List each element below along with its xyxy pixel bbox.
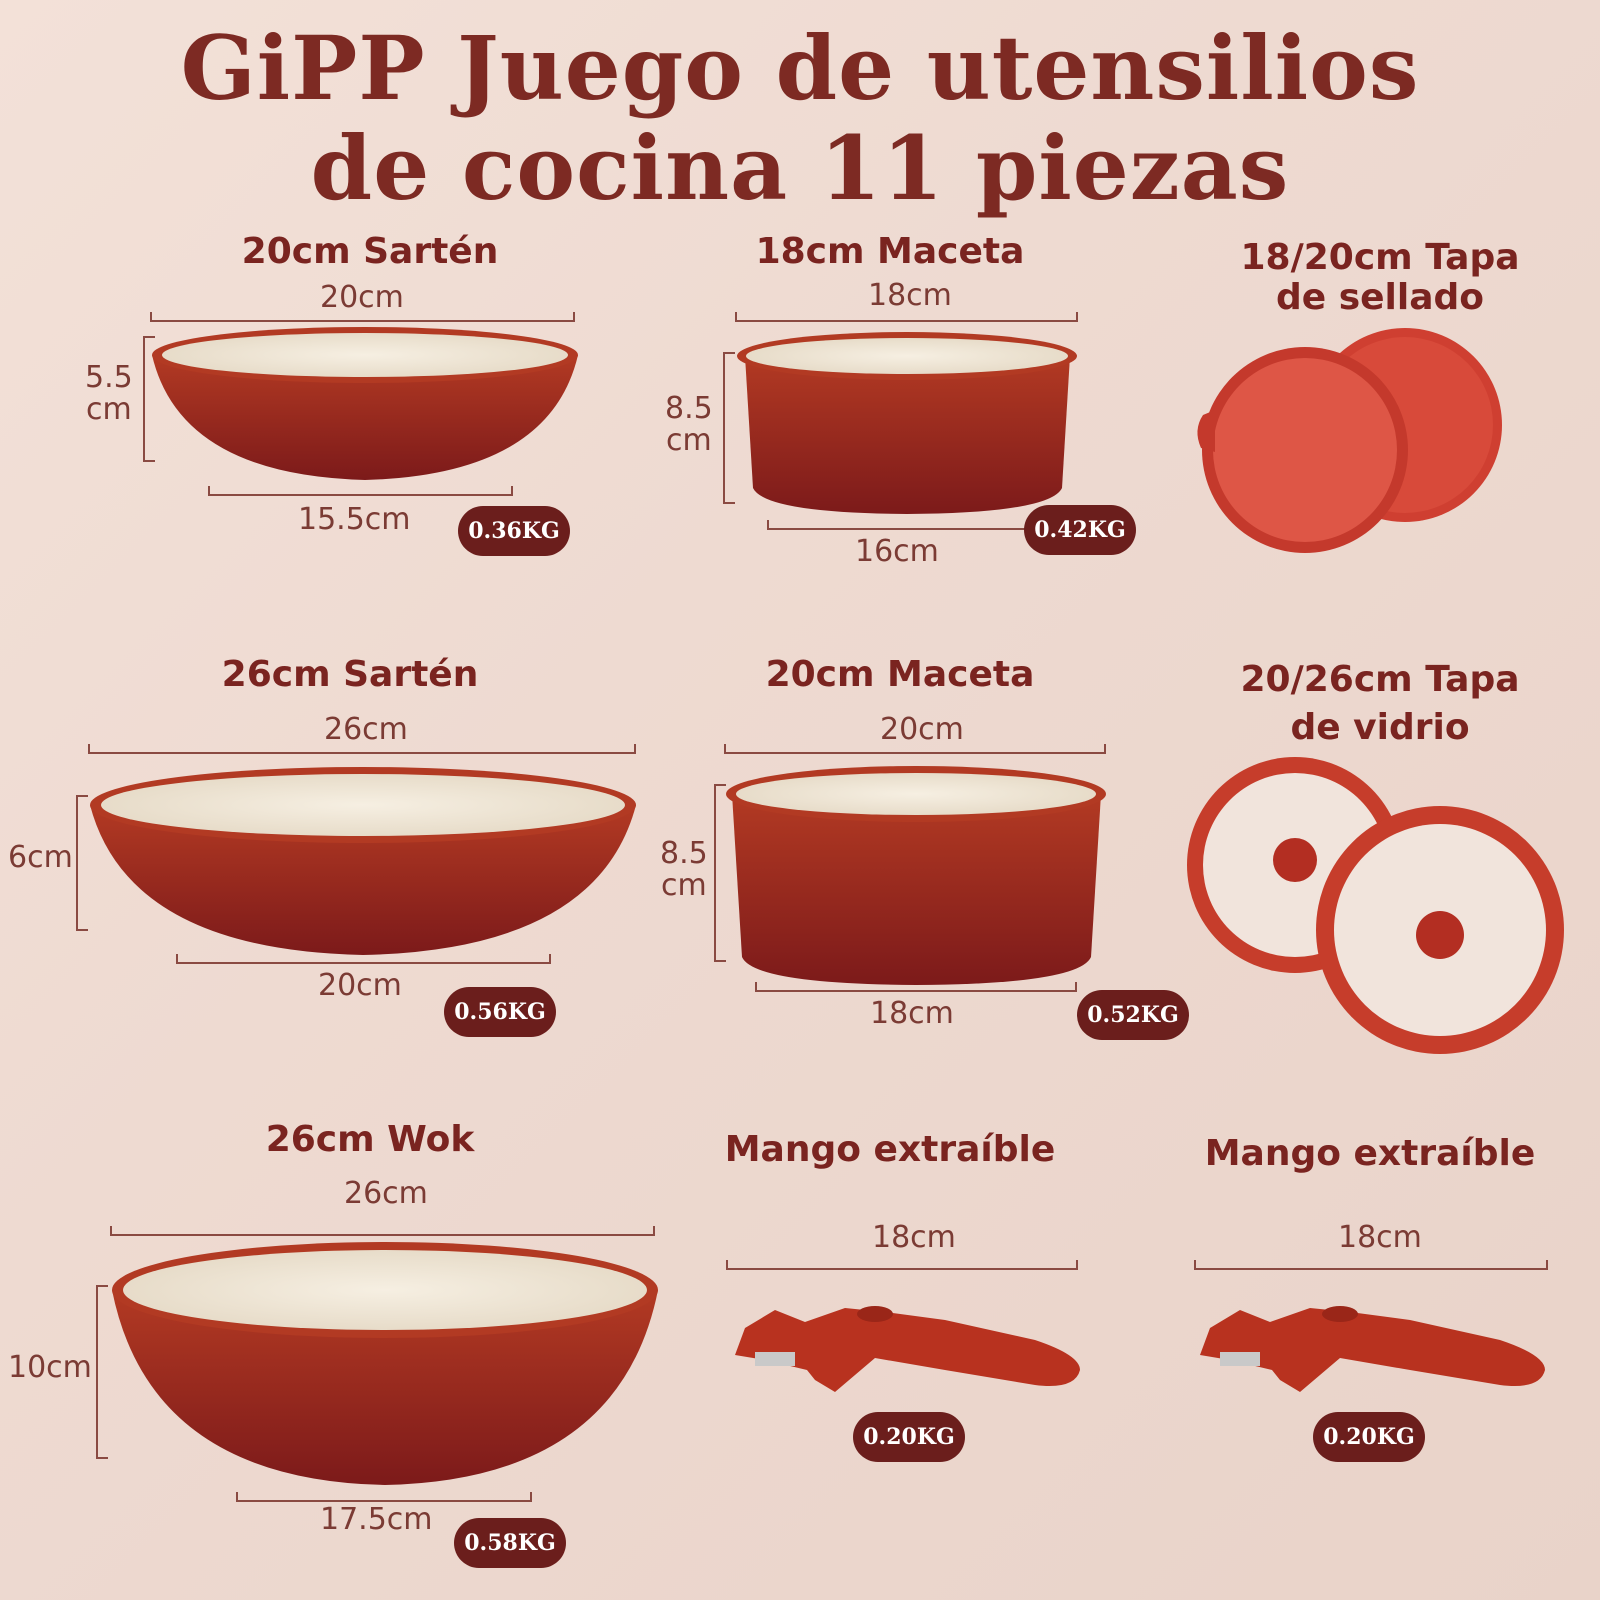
top-dimension-line	[88, 744, 636, 754]
frying-pan-image	[152, 327, 578, 480]
side-dimension-line	[714, 784, 726, 962]
item-title: 26cm Sartén	[221, 654, 479, 695]
top-dimension: 18cm	[1338, 1220, 1422, 1255]
top-dimension: 20cm	[320, 280, 404, 315]
top-dimension: 26cm	[344, 1176, 428, 1211]
side-dimension: 8.5 cm	[660, 836, 708, 903]
weight-badge: 0.58KG	[454, 1518, 566, 1568]
item-title: 26cm Wok	[265, 1119, 475, 1160]
top-dimension: 26cm	[324, 712, 408, 747]
side-dimension-line	[76, 795, 88, 931]
weight-badge: 0.20KG	[1313, 1412, 1425, 1462]
side-dimension: 5.5 cm	[85, 360, 133, 427]
page-title-line-2: de cocina 11 piezas	[310, 116, 1290, 220]
top-dimension: 18cm	[868, 278, 952, 313]
weight-badge: 0.36KG	[458, 506, 570, 556]
side-dimension: 10cm	[8, 1350, 92, 1385]
sealing-lids-image	[1197, 328, 1502, 553]
frying-pan-image	[90, 767, 636, 955]
top-dimension: 20cm	[880, 712, 964, 747]
side-dimension-line	[143, 336, 155, 462]
bottom-dimension: 20cm	[318, 968, 402, 1003]
side-dimension-line	[96, 1285, 108, 1459]
weight-badge: 0.42KG	[1024, 505, 1136, 555]
top-dimension-line	[110, 1226, 655, 1236]
bottom-dimension: 17.5cm	[320, 1502, 433, 1537]
bottom-dimension-line	[208, 486, 513, 496]
removable-handle-image	[1200, 1306, 1545, 1392]
removable-handle-image	[735, 1306, 1080, 1392]
side-dimension-line	[723, 352, 735, 504]
top-dimension-line	[1194, 1260, 1548, 1270]
bottom-dimension: 18cm	[870, 996, 954, 1031]
item-title: 20cm Sartén	[241, 231, 499, 272]
top-dimension: 18cm	[872, 1220, 956, 1255]
pot-image	[726, 766, 1106, 985]
page-title-line-1: GiPP Juego de utensilios	[180, 16, 1420, 120]
item-title-line-2: de sellado	[1275, 277, 1485, 318]
bottom-dimension-line	[755, 982, 1077, 992]
top-dimension-line	[150, 312, 575, 322]
bottom-dimension: 16cm	[855, 534, 939, 569]
item-title: 18cm Maceta	[755, 231, 1025, 272]
top-dimension-line	[724, 744, 1106, 754]
item-title: Mango extraíble	[1204, 1133, 1536, 1174]
item-title-line-2: de vidrio	[1290, 707, 1470, 748]
item-title: Mango extraíble	[724, 1129, 1056, 1170]
side-dimension: 8.5 cm	[665, 391, 713, 458]
pot-image	[737, 332, 1077, 514]
item-title-line-1: 20/26cm Tapa	[1240, 659, 1520, 700]
side-dimension: 6cm	[8, 840, 73, 875]
bottom-dimension: 15.5cm	[298, 502, 411, 537]
bottom-dimension-line	[176, 954, 551, 964]
wok-image	[112, 1242, 658, 1485]
glass-lids-image	[1187, 757, 1564, 1054]
weight-badge: 0.20KG	[853, 1412, 965, 1462]
weight-badge: 0.56KG	[444, 987, 556, 1037]
item-title-line-1: 18/20cm Tapa	[1240, 237, 1520, 278]
top-dimension-line	[735, 312, 1078, 322]
weight-badge: 0.52KG	[1077, 990, 1189, 1040]
item-title: 20cm Maceta	[765, 654, 1035, 695]
bottom-dimension-line	[236, 1492, 532, 1502]
bottom-dimension-line	[767, 520, 1057, 530]
top-dimension-line	[726, 1260, 1078, 1270]
